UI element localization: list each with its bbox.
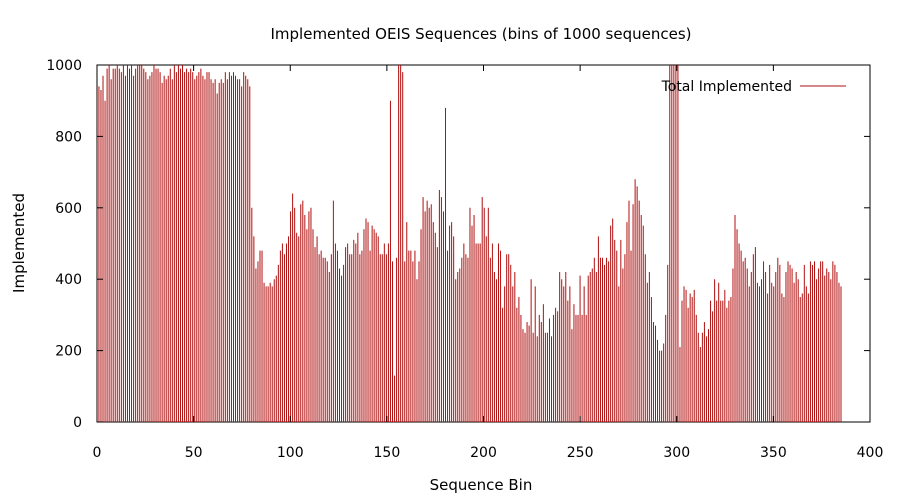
x-tick-label: 300 bbox=[663, 445, 690, 461]
y-axis-label: Implemented bbox=[10, 193, 28, 293]
x-tick-label: 150 bbox=[374, 445, 401, 461]
y-tick-label: 600 bbox=[55, 201, 82, 217]
y-tick-label: 400 bbox=[55, 272, 82, 288]
legend-label: Total Implemented bbox=[661, 79, 792, 95]
axis-ticks: 0 50 100 150 200 250 300 350 400 0 200 400 600 800 100… bbox=[46, 58, 883, 461]
y-tick-label: 0 bbox=[73, 415, 82, 431]
x-tick-label: 250 bbox=[567, 445, 594, 461]
x-tick-label: 100 bbox=[277, 445, 304, 461]
x-tick-label: 200 bbox=[470, 445, 497, 461]
x-tick-label: 400 bbox=[857, 445, 884, 461]
x-tick-label: 50 bbox=[185, 445, 203, 461]
x-tick-label: 0 bbox=[93, 445, 102, 461]
x-tick-label: 350 bbox=[760, 445, 787, 461]
bars bbox=[98, 65, 842, 422]
y-tick-label: 800 bbox=[55, 129, 82, 145]
y-tick-label: 1000 bbox=[46, 58, 82, 74]
chart-title: Implemented OEIS Sequences (bins of 1000… bbox=[270, 25, 691, 43]
legend: Total Implemented bbox=[661, 79, 846, 95]
y-tick-label: 200 bbox=[55, 344, 82, 360]
x-axis-label: Sequence Bin bbox=[430, 476, 533, 494]
